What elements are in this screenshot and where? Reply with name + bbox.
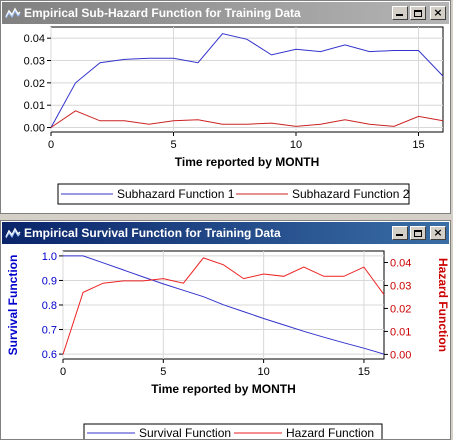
chart-window-icon [5,6,21,20]
maximize-button[interactable] [410,6,426,20]
legend-label: Subhazard Function 1 [117,187,235,201]
y-tick-label: 0.01 [24,100,45,112]
y-tick-label: 0.00 [24,123,45,135]
chart-window-icon [5,226,21,240]
series-line-1 [63,255,385,355]
legend-label: Subhazard Function 2 [292,187,410,201]
y-tick-label: 0.03 [24,56,45,68]
x-tick-label: 0 [48,139,54,151]
y2-tick-label: 0.03 [390,280,411,292]
subhazard-window: Empirical Sub-Hazard Function for Traini… [0,0,451,214]
x-tick-label: 10 [290,139,302,151]
close-icon: × [433,6,443,19]
series-line-2 [62,257,385,355]
maximize-button[interactable] [410,226,426,240]
y-tick-label: 0.02 [24,78,45,90]
x-axis-title: Time reported by MONTH [175,155,319,169]
legend-label: Survival Function [139,426,231,439]
close-button[interactable]: × [430,226,446,240]
legend-box [57,183,410,205]
minimize-button[interactable] [392,226,408,240]
close-icon: × [433,226,443,239]
y-axis-title: Survival Function [6,255,20,356]
y2-axis-title: Hazard Function [436,258,450,352]
x-tick-label: 15 [412,139,424,151]
y-tick-label: 0.04 [24,33,45,45]
legend-box [83,423,383,439]
maximize-icon [414,9,422,17]
legend-label: Hazard Function [286,426,374,439]
window-title: Empirical Sub-Hazard Function for Traini… [24,6,301,20]
x-tick-label: 5 [170,139,176,151]
survival-chart: 0 5 10 15 0.6 0.7 0.8 0.9 1.0 0.00 0.01 0.02 0.03 0.0… [6,250,450,439]
x-axis-title: Time reported by MONTH [151,382,295,396]
y2-tick-label: 0.01 [390,326,411,338]
x-tick-label: 0 [60,366,66,378]
y-tick-label: 1.0 [42,251,57,263]
y2-tick-label: 0.02 [390,303,411,315]
survival-window-titlebar[interactable]: Empirical Survival Function for Training… [2,222,449,244]
series-line-2 [50,110,444,128]
survival-window: Empirical Survival Function for Training… [0,220,451,440]
y-tick-label: 0.9 [42,275,57,287]
subhazard-chart: 0 5 10 15 0.00 0.01 0.02 0.03 0.04 Time reported … [24,26,444,205]
close-button[interactable]: × [430,6,446,20]
y-tick-label: 0.6 [42,349,57,361]
series-line-1 [50,33,444,128]
y2-tick-label: 0.00 [390,349,411,361]
minimize-icon [396,234,403,236]
minimize-icon [396,14,403,16]
plot-area [50,26,444,133]
maximize-icon [414,229,422,237]
x-tick-label: 15 [358,366,370,378]
x-tick-label: 10 [258,366,270,378]
y2-tick-label: 0.04 [390,257,411,269]
y-tick-label: 0.8 [42,300,57,312]
x-tick-label: 5 [160,366,166,378]
window-title: Empirical Survival Function for Training… [24,226,281,240]
minimize-button[interactable] [392,6,408,20]
subhazard-window-titlebar[interactable]: Empirical Sub-Hazard Function for Traini… [2,2,449,24]
y-tick-label: 0.7 [42,325,57,337]
